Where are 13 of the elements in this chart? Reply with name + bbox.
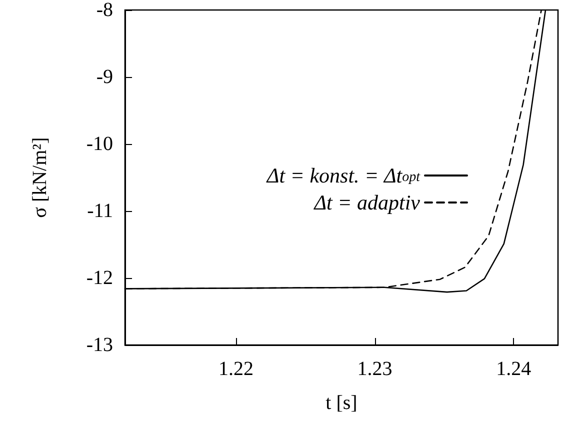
y-tick-label: -10 xyxy=(86,133,113,155)
y-tick-label: -12 xyxy=(86,267,113,289)
x-axis-title: t [s] xyxy=(326,392,358,414)
y-tick-label: -8 xyxy=(96,0,113,21)
x-tick-label: 1.24 xyxy=(496,358,532,380)
legend-label: Δt = konst. = Δtopt xyxy=(266,164,422,188)
x-tick-label: 1.22 xyxy=(218,358,254,380)
y-axis-title: σ [kN/m²] xyxy=(29,137,51,218)
y-tick-label: -13 xyxy=(86,334,113,356)
x-tick-label: 1.23 xyxy=(357,358,392,380)
y-tick-label: -9 xyxy=(96,66,113,88)
legend-label: Δt = adaptiv xyxy=(313,190,421,214)
y-tick-label: -11 xyxy=(87,200,113,222)
